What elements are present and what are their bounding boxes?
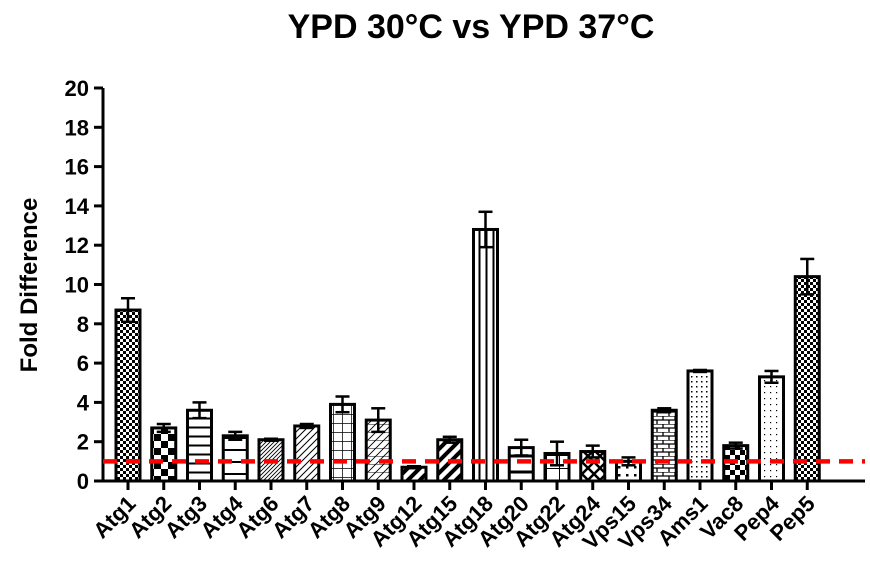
bar-group xyxy=(186,401,213,483)
bar-group xyxy=(114,297,142,483)
y-tick-label: 6 xyxy=(77,351,89,376)
bar-group xyxy=(650,407,678,483)
bar xyxy=(150,426,178,483)
y-tick-label: 4 xyxy=(77,390,90,415)
bar-group xyxy=(436,435,464,483)
y-tick-label: 18 xyxy=(65,115,89,140)
bar xyxy=(472,227,499,483)
y-tick-label: 2 xyxy=(77,430,89,455)
x-axis-ticks: Atg1Atg2Atg3Atg4Atg6Atg7Atg8Atg9Atg12Atg… xyxy=(88,481,820,554)
bar-group xyxy=(543,440,571,483)
bar xyxy=(221,434,249,483)
bar-group xyxy=(400,465,428,483)
y-axis-ticks: 0 2 4 6 8 10 12 14 16 18 20 xyxy=(65,76,103,494)
bar xyxy=(686,369,714,483)
bar xyxy=(758,375,785,483)
bar xyxy=(186,408,213,483)
y-tick-label: 0 xyxy=(77,469,89,494)
bar xyxy=(650,408,678,483)
bar xyxy=(329,402,356,483)
y-axis-label: Fold Difference xyxy=(16,198,43,373)
y-tick-label: 12 xyxy=(65,233,89,258)
bar xyxy=(293,424,321,483)
bar-group xyxy=(472,210,499,483)
bar-group xyxy=(686,368,714,483)
bar-group xyxy=(793,257,821,483)
bars xyxy=(114,210,821,483)
bar-group xyxy=(329,395,356,483)
bar-group xyxy=(150,422,178,483)
bar-group xyxy=(758,369,785,483)
bar xyxy=(114,308,142,483)
y-tick-label: 14 xyxy=(65,194,90,219)
bar xyxy=(793,275,821,483)
y-tick-label: 8 xyxy=(77,312,89,337)
chart-title: YPD 30°C vs YPD 37°C xyxy=(288,8,655,46)
y-tick-label: 10 xyxy=(65,273,89,298)
bar-group xyxy=(364,407,392,483)
y-tick-label: 20 xyxy=(65,76,89,101)
y-tick-label: 16 xyxy=(65,155,89,180)
bar-group xyxy=(293,422,321,483)
bar-group xyxy=(221,430,249,483)
